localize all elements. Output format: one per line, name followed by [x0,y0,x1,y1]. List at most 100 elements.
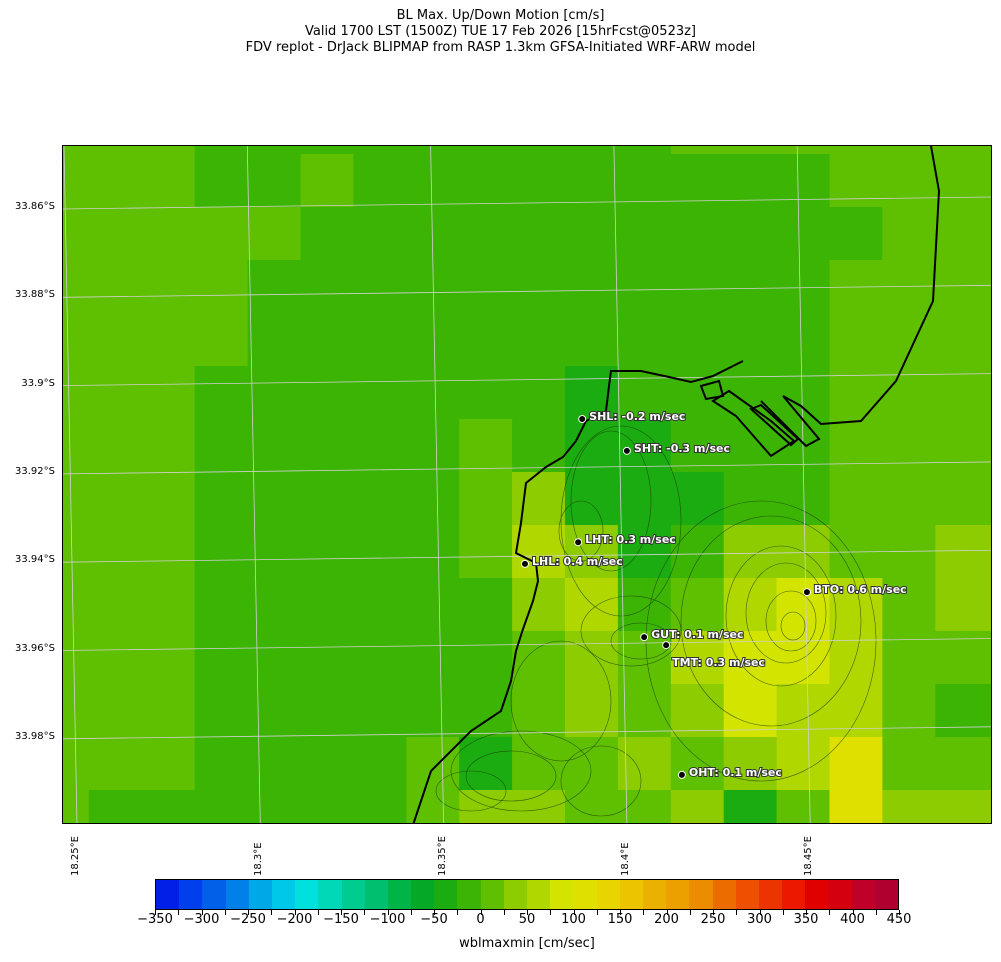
latitude-gridline [63,461,991,475]
colorbar-tick-mark [620,910,621,915]
colorbar-tick-mark [596,910,598,915]
colorbar-tick-mark [410,910,412,915]
colorbar-swatch [434,880,458,909]
field-cell [194,419,249,473]
field-cell [247,631,302,685]
field-cell [406,207,460,261]
field-cell [406,631,460,685]
field-cell [776,207,831,261]
field-cell [406,313,460,367]
colorbar-tick-mark [713,910,714,915]
field-cell [194,366,249,420]
colorbar-tick-mark [689,910,691,915]
coastline [412,360,744,823]
field-cell [194,631,249,685]
field-cell [459,472,513,526]
colorbar-tick-mark [271,910,273,915]
field-cell [88,419,143,473]
field-cell [459,260,513,314]
field-cell [406,737,460,791]
latitude-label: 33.9°S [21,377,55,389]
colorbar-swatch [689,880,713,909]
field-cell [194,207,249,261]
station: OHT: 0.1 m/sec [677,765,783,780]
colorbar-tick-label: 0 [476,912,485,927]
latitude-label: 33.92°S [15,465,55,477]
field-cell [723,578,778,632]
field-cell [776,737,831,791]
field-cell [353,207,407,261]
field-cell [829,472,883,526]
field-cell [935,260,991,314]
field-cell [829,146,883,155]
field-cell [459,146,513,155]
field-cell [935,419,991,473]
field-cell [247,525,302,579]
field-cell [300,146,354,155]
field-cell [300,472,354,526]
title-line-3: FDV replot - DrJack BLIPMAP from RASP 1.… [245,40,756,55]
field-cell [353,260,407,314]
field-cell [776,313,831,367]
field-cell [565,146,619,155]
latitude-gridline [63,196,991,210]
longitude-gridline [430,146,444,823]
colorbar-swatch [619,880,643,909]
field-cell [88,684,143,738]
latitude-gridline [63,549,991,563]
field-cell [723,525,778,579]
colorbar-swatch [411,880,435,909]
field-cell [617,684,672,738]
coastline-east [760,146,941,448]
field-cell [935,313,991,367]
field-cell [63,578,90,632]
field-cell [353,419,407,473]
field-cell [512,146,566,155]
field-cell [776,684,831,738]
field-cell [670,790,725,823]
station-label: LHT: 0.3 m/sec [585,533,676,546]
graticule [63,146,991,823]
colorbar-tick-mark [201,910,203,915]
field-cell [670,684,725,738]
station-dot [677,770,686,779]
field-cell [194,790,249,823]
field-cell [300,154,354,208]
field-cell [353,154,407,208]
field-cell [512,260,566,314]
colorbar-tick-label: 200 [654,912,679,927]
colorbar-swatch [851,880,875,909]
colorbar-swatch [341,880,365,909]
field-cell [353,790,407,823]
colorbar-tick-mark [294,910,296,915]
field-cell [459,790,513,823]
field-cell [723,737,778,791]
field-cell [88,472,143,526]
longitude-label: 18.3°E [253,842,265,876]
field-cell [194,154,249,208]
field-cell [459,313,513,367]
field-cells [63,146,991,823]
field-cell [565,737,619,791]
colorbar-swatch [735,880,759,909]
field-cell [406,684,460,738]
colorbar-tick-mark [550,910,552,915]
colorbar-tick-label: 100 [561,912,586,927]
field-cell [406,366,460,420]
field-cell [459,737,513,791]
field-cell [829,313,883,367]
station-label: SHL: -0.2 m/sec [589,410,685,423]
field-cell [353,631,407,685]
field-cell [141,419,196,473]
field-cell [406,419,460,473]
field-cell [141,207,196,261]
field-cell [247,207,302,261]
field-cell [565,631,619,685]
field-cell [776,366,831,420]
field-cell [247,790,302,823]
station-label: OHT: 0.1 m/sec [689,766,782,779]
field-cell [88,146,143,155]
colorbar-tick-mark [643,910,645,915]
colorbar-tick-mark [875,910,877,915]
latitude-label: 33.86°S [15,201,55,212]
